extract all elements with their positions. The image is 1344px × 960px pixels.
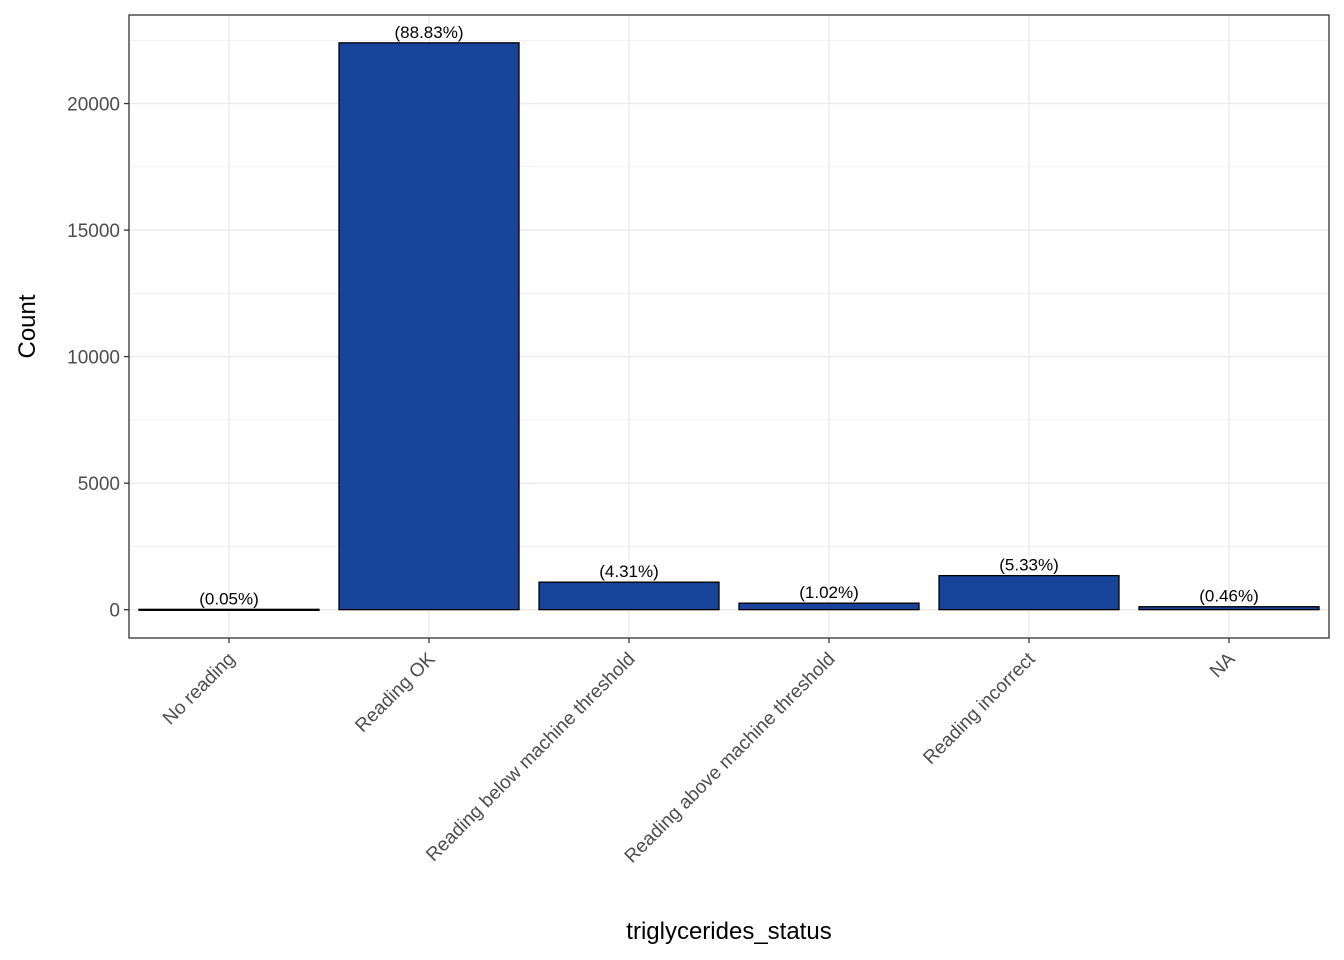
x-axis-title: triglycerides_status [626,918,831,945]
y-tick-label: 5000 [78,474,120,495]
bar [538,581,720,611]
y-axis: 0 5000 10000 15000 20000 [67,95,129,622]
bar-value-labels: (0.05%) (88.83%) (4.31%) (1.02%) (5.33%) (0.4… [199,23,1259,608]
bar [338,42,520,611]
bar-value-label: (5.33%) [999,556,1059,575]
y-tick-label: 0 [109,601,120,622]
bar-value-label: (1.02%) [799,583,859,602]
bars [138,42,1320,611]
y-tick-label: 10000 [67,348,120,369]
bar-value-label: (0.46%) [1199,587,1259,606]
gridlines [129,15,1329,638]
bar-value-label: (88.83%) [395,23,464,42]
bar-value-label: (0.05%) [199,589,259,608]
y-tick-label: 15000 [67,221,120,242]
bar [938,574,1120,611]
bar-value-label: (4.31%) [599,562,659,581]
y-tick-label: 20000 [67,95,120,116]
bar [138,608,320,611]
bar [738,602,920,611]
y-axis-title: Count [14,294,41,358]
panel-border [128,14,1330,639]
bar [1138,606,1320,611]
